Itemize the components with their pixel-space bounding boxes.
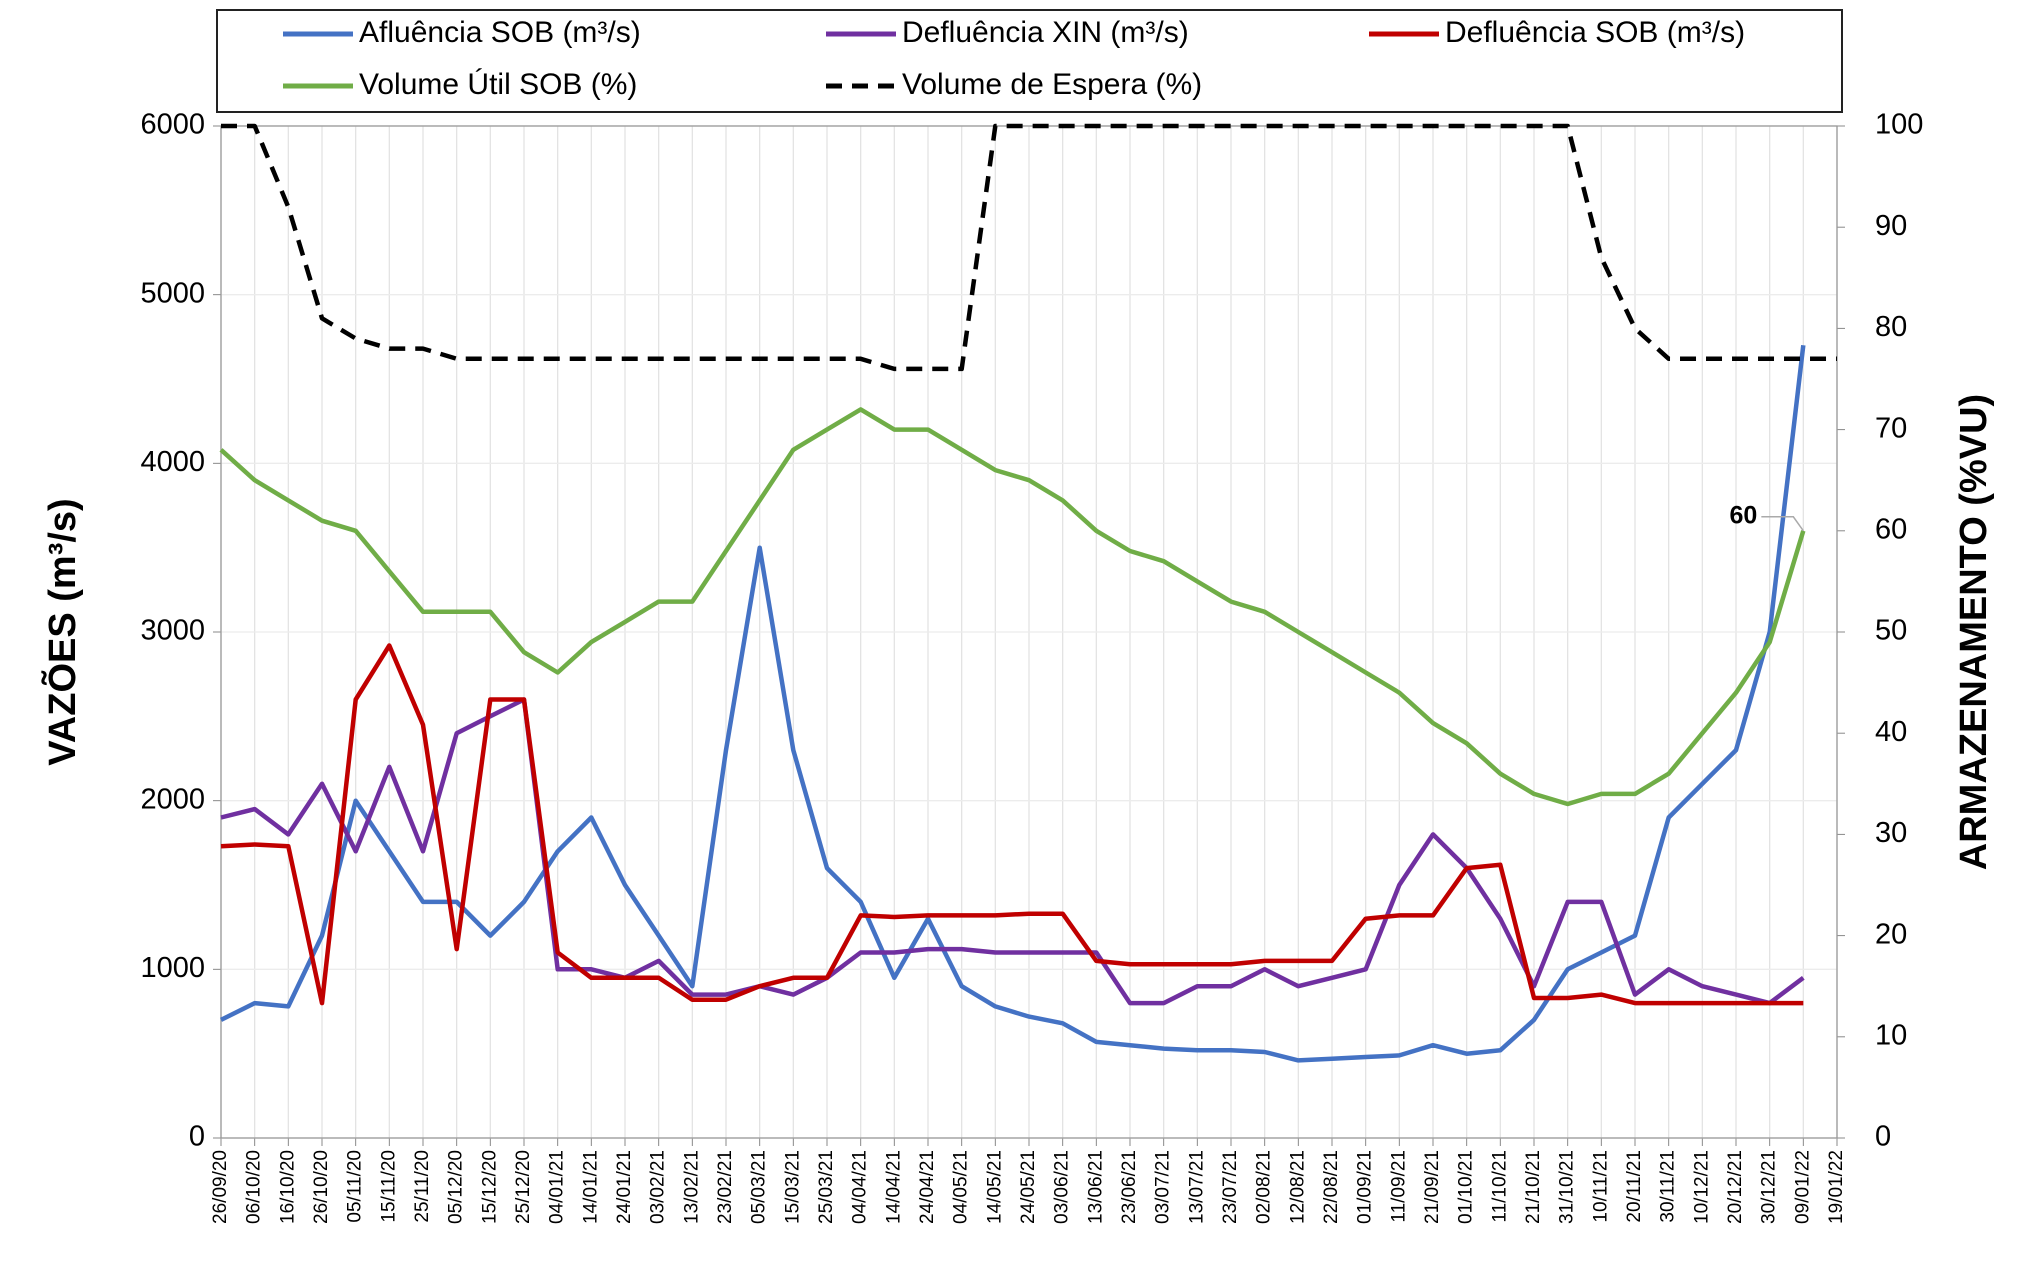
x-tick-label: 14/01/21 [580, 1150, 601, 1224]
y-tick-label: 3000 [140, 615, 205, 647]
x-tick-label: 23/02/21 [715, 1150, 736, 1224]
y2-tick-label: 60 [1875, 513, 1907, 545]
y2-axis-title: ARMAZENAMENTO (%VU) [1953, 394, 1995, 870]
x-tick-label: 19/01/22 [1826, 1150, 1847, 1224]
legend-label: Volume Útil SOB (%) [359, 68, 637, 101]
x-tick-label: 13/02/21 [681, 1150, 702, 1224]
y2-tick-label: 20 [1875, 918, 1907, 950]
legend-label: Defluência SOB (m³/s) [1445, 16, 1745, 49]
x-tick-label: 02/08/21 [1254, 1150, 1275, 1224]
x-tick-label: 25/03/21 [816, 1150, 837, 1224]
x-tick-label: 20/12/21 [1725, 1150, 1746, 1224]
y-axis-title: VAZÕES (m³/s) [40, 498, 84, 765]
x-tick-label: 04/01/21 [547, 1150, 568, 1224]
y2-tick-label: 0 [1875, 1121, 1891, 1153]
x-tick-label: 21/10/21 [1523, 1150, 1544, 1224]
x-tick-label: 10/12/21 [1691, 1150, 1712, 1224]
x-tick-label: 09/01/22 [1792, 1150, 1813, 1224]
y-tick-label: 0 [189, 1121, 205, 1153]
x-tick-label: 16/10/20 [277, 1150, 298, 1224]
y-tick-label: 2000 [140, 783, 205, 815]
x-tick-label: 20/11/21 [1624, 1150, 1645, 1223]
label-leader [1761, 516, 1804, 532]
series-line [221, 123, 1837, 372]
y2-tick-label: 80 [1875, 311, 1907, 343]
x-tick-label: 01/10/21 [1456, 1150, 1477, 1224]
x-tick-label: 06/10/20 [244, 1150, 265, 1224]
x-tick-label: 23/06/21 [1119, 1150, 1140, 1224]
x-tick-label: 05/03/21 [749, 1150, 770, 1224]
x-tick-label: 12/08/21 [1287, 1150, 1308, 1224]
y-tick-label: 5000 [140, 277, 205, 309]
data-label: 60 [1730, 501, 1758, 529]
x-tick-label: 31/10/21 [1557, 1150, 1578, 1224]
y2-tick-label: 70 [1875, 412, 1907, 444]
x-tick-label: 05/12/20 [446, 1150, 467, 1224]
x-tick-label: 26/10/20 [311, 1150, 332, 1224]
x-tick-label: 25/11/20 [412, 1150, 433, 1223]
legend-box [216, 9, 1843, 113]
x-tick-label: 10/11/21 [1590, 1150, 1611, 1223]
x-tick-label: 24/04/21 [917, 1150, 938, 1224]
x-tick-label: 04/05/21 [951, 1150, 972, 1224]
y-tick-label: 1000 [140, 952, 205, 984]
x-tick-label: 24/01/21 [614, 1150, 635, 1224]
y2-tick-label: 50 [1875, 615, 1907, 647]
x-tick-label: 11/09/21 [1388, 1150, 1409, 1223]
x-tick-label: 03/06/21 [1052, 1150, 1073, 1224]
series-line [220, 643, 1804, 1006]
x-tick-label: 25/12/20 [513, 1150, 534, 1224]
x-tick-label: 26/09/20 [210, 1150, 231, 1224]
y2-tick-label: 40 [1875, 716, 1907, 748]
x-tick-label: 11/10/21 [1489, 1150, 1510, 1223]
series-line [219, 345, 1806, 1063]
x-tick-label: 21/09/21 [1422, 1150, 1443, 1224]
x-tick-label: 24/05/21 [1018, 1150, 1039, 1224]
x-tick-label: 23/07/21 [1220, 1150, 1241, 1224]
x-tick-label: 05/11/20 [345, 1150, 366, 1223]
legend-label: Afluência SOB (m³/s) [359, 16, 641, 49]
y2-tick-label: 30 [1875, 817, 1907, 849]
x-tick-label: 03/02/21 [648, 1150, 669, 1224]
x-tick-label: 14/04/21 [883, 1150, 904, 1224]
y2-tick-label: 90 [1875, 210, 1907, 242]
x-tick-label: 30/11/21 [1658, 1150, 1679, 1223]
x-tick-label: 22/08/21 [1321, 1150, 1342, 1224]
x-tick-label: 13/07/21 [1186, 1150, 1207, 1224]
x-tick-label: 14/05/21 [984, 1150, 1005, 1224]
x-tick-label: 15/03/21 [782, 1150, 803, 1224]
legend-label: Volume de Espera (%) [902, 68, 1202, 101]
series-line [219, 407, 1806, 807]
x-tick-label: 15/12/20 [479, 1150, 500, 1224]
legend-label: Defluência XIN (m³/s) [902, 16, 1189, 49]
x-tick-label: 15/11/20 [378, 1150, 399, 1223]
y-tick-label: 6000 [140, 109, 205, 141]
y-tick-label: 4000 [140, 446, 205, 478]
x-tick-label: 01/09/21 [1355, 1150, 1376, 1224]
y2-tick-label: 100 [1875, 109, 1923, 141]
plot-frame [220, 125, 1838, 1139]
series-line [220, 697, 1805, 1006]
x-tick-label: 13/06/21 [1085, 1150, 1106, 1224]
x-tick-label: 30/12/21 [1759, 1150, 1780, 1224]
y2-tick-label: 10 [1875, 1019, 1907, 1051]
x-tick-label: 04/04/21 [850, 1150, 871, 1224]
x-tick-label: 03/07/21 [1153, 1150, 1174, 1224]
